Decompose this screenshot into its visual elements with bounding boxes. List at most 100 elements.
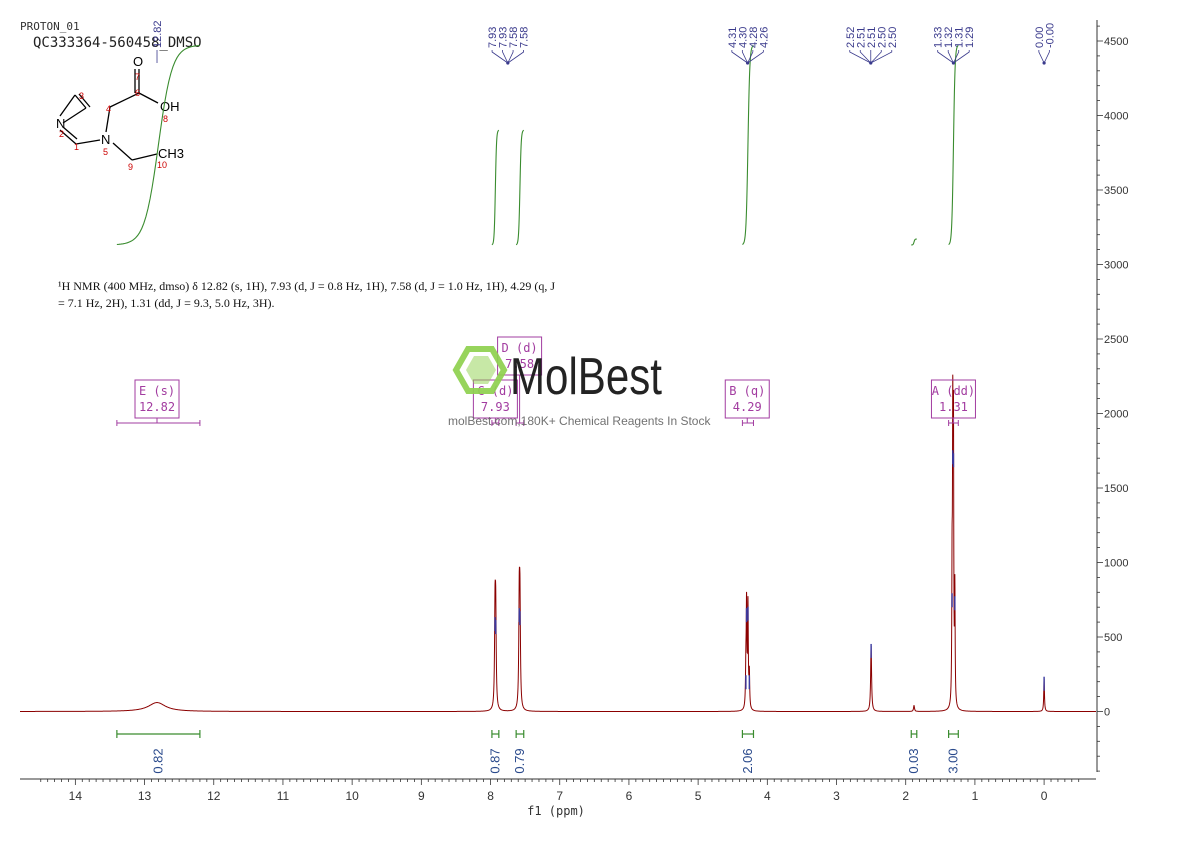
bond-4-3-double <box>78 93 91 108</box>
peak-label: 4.26 <box>758 27 770 48</box>
integration-values: 0.82 0.87 0.79 2.06 0.03 3.00 <box>116 730 960 774</box>
atom-number-6: 6 <box>135 88 140 98</box>
atom-number-3: 3 <box>79 91 84 101</box>
x-tick-label: 0 <box>1041 789 1048 803</box>
atom-number-4: 4 <box>106 104 111 114</box>
x-tick-label: 1 <box>972 789 979 803</box>
x-axis-label: f1 (ppm) <box>527 804 585 818</box>
y-tick-label: 1000 <box>1104 558 1128 570</box>
peak-label-anchor <box>951 61 956 65</box>
peak-label-leader <box>953 50 970 64</box>
multiplet-shift: 7.93 <box>481 400 510 414</box>
peak-label-leader <box>953 50 960 64</box>
atom-number-5: 5 <box>103 147 108 157</box>
y-tick-label: 500 <box>1104 632 1122 644</box>
bond-N2-C1 <box>59 129 77 145</box>
peak-label: 2.52 <box>845 27 857 48</box>
x-tick-label: 2 <box>902 789 909 803</box>
y-tick-label: 1500 <box>1104 483 1128 495</box>
y-tick-label: 0 <box>1104 707 1110 719</box>
atom-number-2: 2 <box>59 129 64 139</box>
molecule-structure <box>59 69 159 161</box>
peak-label: 1.31 <box>954 27 966 48</box>
peak-label: 4.28 <box>748 27 760 48</box>
bond-C1-N5 <box>75 139 101 145</box>
atom-N2: N <box>56 116 65 131</box>
y-tick-label: 2000 <box>1104 409 1128 421</box>
molecule-labels: N N O OH CH3 2 5 7 8 10 1 3 4 6 9 <box>56 54 184 172</box>
atom-number-9: 9 <box>128 162 133 172</box>
multiplet-name: E (s) <box>139 384 175 398</box>
peak-label: 1.29 <box>964 27 976 48</box>
atom-O7: O <box>133 54 143 69</box>
integration-value: 0.03 <box>906 748 921 773</box>
integral-curve <box>948 45 959 245</box>
peak-label: 4.31 <box>727 27 739 48</box>
atom-number-8: 8 <box>163 114 168 124</box>
watermark: MolBest molBest.com,180K+ Chemical Reage… <box>448 346 711 428</box>
peak-label-leader <box>1043 50 1050 64</box>
bond-C6-OH <box>138 92 159 104</box>
bond-C4-C6 <box>109 92 140 108</box>
bond-4-3b <box>74 94 87 109</box>
multiplet-name: A (dd) <box>932 384 975 398</box>
peak-label: 7.93 <box>487 27 499 48</box>
x-tick-label: 8 <box>487 789 494 803</box>
y-tick-label: 3000 <box>1104 260 1128 272</box>
peak-label-leader <box>731 50 748 64</box>
peak-label: 2.50 <box>887 27 899 48</box>
integral-curve <box>515 129 525 246</box>
multiplet-annotations: E (s)12.82C (d)7.93D (d)7.58B (q)4.29A (… <box>116 336 976 426</box>
peak-label-leader <box>747 50 764 64</box>
x-tick-label: 3 <box>833 789 840 803</box>
x-tick-label: 6 <box>626 789 633 803</box>
integral-curve <box>911 238 917 246</box>
atom-N5: N <box>101 132 110 147</box>
x-tick-label: 14 <box>69 789 83 803</box>
integration-value: 2.06 <box>740 748 755 773</box>
integration-value: 0.82 <box>150 748 165 773</box>
peak-label: 2.50 <box>876 27 888 48</box>
nmr-summary-line-1: ¹H NMR (400 MHz, dmso) δ 12.82 (s, 1H), … <box>58 279 555 293</box>
integral-curves <box>116 44 959 246</box>
watermark-tagline: molBest.com,180K+ Chemical Reagents In S… <box>448 414 711 428</box>
multiplet-shift: 7.58 <box>505 357 534 371</box>
peak-label-leader <box>747 50 754 64</box>
peak-label-leader <box>741 50 748 64</box>
peak-label-anchor <box>1042 61 1046 65</box>
peak-label-leader <box>870 50 882 64</box>
integral-curve <box>491 129 500 246</box>
x-tick-label: 9 <box>418 789 425 803</box>
peak-label: 2.51 <box>855 27 867 48</box>
atom-number-10: 10 <box>157 160 167 170</box>
peak-label: 2.51 <box>866 27 878 48</box>
peak-label: 7.58 <box>508 27 520 48</box>
bond-3-N2 <box>59 94 76 117</box>
watermark-brand: MolBest <box>510 348 662 406</box>
peak-label: 1.32 <box>943 27 955 48</box>
integration-value: 3.00 <box>945 748 960 773</box>
multiplet-shift: 1.31 <box>939 400 968 414</box>
peak-label: -0.00 <box>1044 23 1056 48</box>
y-tick-label: 4000 <box>1104 111 1128 123</box>
atom-number-7: 7 <box>135 72 140 82</box>
peak-label: 7.93 <box>498 27 510 48</box>
peak-label-leader <box>937 50 954 64</box>
peak-label-leader <box>870 50 893 64</box>
bond-3-4 <box>62 107 87 124</box>
sample-name: QC333364-560458_DMSO <box>33 35 202 51</box>
experiment-name: PROTON_01 <box>20 20 80 33</box>
multiplet-name: D (d) <box>502 341 538 355</box>
peak-label: 1.33 <box>933 27 945 48</box>
peak-label-leader <box>507 50 524 64</box>
multiplet-name: B (q) <box>729 384 765 398</box>
peak-label: 4.30 <box>737 27 749 48</box>
x-tick-label: 5 <box>695 789 702 803</box>
peak-label-leader <box>502 50 509 64</box>
peak-label-anchor <box>745 61 750 65</box>
y-tick-label: 3500 <box>1104 185 1128 197</box>
bond-N5-C9 <box>112 142 133 161</box>
integration-value: 0.79 <box>512 748 527 773</box>
peak-label: 7.58 <box>519 27 531 48</box>
